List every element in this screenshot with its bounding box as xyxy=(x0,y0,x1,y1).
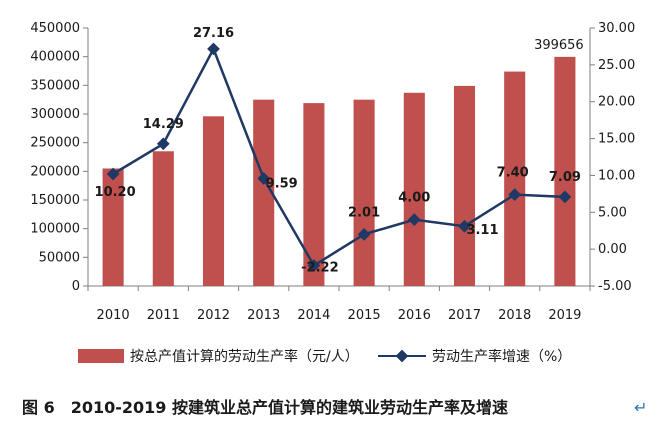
line-data-label: 10.20 xyxy=(95,185,136,200)
y-right-tick-label: 30.00 xyxy=(598,21,635,36)
y-left-tick-label: 400000 xyxy=(30,50,80,65)
line-point xyxy=(307,259,321,272)
legend-line-marker xyxy=(395,349,409,363)
y-left-tick-label: 450000 xyxy=(30,21,80,36)
line-data-label: -2.22 xyxy=(301,261,338,276)
bar-series xyxy=(102,56,576,287)
line-data-label: 9.59 xyxy=(266,176,298,191)
line-data-label: 27.16 xyxy=(193,26,234,41)
bar xyxy=(253,99,275,287)
bar xyxy=(554,56,576,286)
bar xyxy=(152,151,174,286)
y-right-tick-label: 25.00 xyxy=(598,58,635,73)
line-point xyxy=(207,42,220,56)
x-tick-label: 2019 xyxy=(548,308,581,323)
y-left-tick-label: 250000 xyxy=(30,136,80,151)
bar xyxy=(353,99,375,287)
y-left-tick-label: 0 xyxy=(72,279,80,294)
y-left-tick-label: 200000 xyxy=(30,164,80,179)
x-tick-label: 2010 xyxy=(97,308,130,323)
y-right-tick-label: 20.00 xyxy=(598,95,635,110)
y-right-tick-label: 0.00 xyxy=(598,242,627,257)
x-tick-label: 2013 xyxy=(247,308,280,323)
line-point xyxy=(407,213,421,227)
line-point xyxy=(257,172,271,185)
line-point xyxy=(458,219,471,233)
x-tick-label: 2018 xyxy=(498,308,531,323)
x-tick-label: 2016 xyxy=(398,308,431,323)
x-tick-label: 2017 xyxy=(448,308,481,323)
bar xyxy=(202,116,225,286)
x-tick-label: 2011 xyxy=(147,308,180,323)
line-point xyxy=(156,137,170,151)
bar xyxy=(504,71,526,286)
y-right-tick-label: -5.00 xyxy=(598,279,632,294)
y-left-tick-label: 150000 xyxy=(30,193,80,208)
bar-data-label: 399656 xyxy=(534,38,584,53)
line-data-label: 3.11 xyxy=(466,223,498,238)
chart-axes: 0 50000 100000 150000 200000 250000 300000 3500… xyxy=(30,21,635,323)
bar xyxy=(403,92,425,286)
y-right-tick-label: 15.00 xyxy=(598,132,635,147)
x-tick-label: 2012 xyxy=(197,308,230,323)
legend: 按总产值计算的劳动生产率（元/人） 劳动生产率增速（%） xyxy=(78,348,571,365)
legend-bar-label: 按总产值计算的劳动生产率（元/人） xyxy=(130,348,359,365)
paragraph-mark-icon: ↵ xyxy=(634,398,647,417)
legend-bar-swatch xyxy=(78,349,124,363)
series-line xyxy=(112,45,565,268)
y-left-tick-label: 300000 xyxy=(30,107,80,122)
line-data-label: 7.09 xyxy=(549,170,581,185)
y-left-tick-label: 350000 xyxy=(30,78,80,93)
y-left-tick-label: 100000 xyxy=(30,222,80,237)
bar xyxy=(303,103,325,287)
x-tick-label: 2014 xyxy=(297,308,330,323)
y-left-tick-label: 50000 xyxy=(39,250,80,265)
y-right-tick-label: 5.00 xyxy=(598,205,627,220)
bar xyxy=(453,85,476,286)
figure-caption: 图 6 2010-2019 按建筑业总产值计算的建筑业劳动生产率及增速 xyxy=(22,398,508,417)
x-tick-label: 2015 xyxy=(348,308,381,323)
bar xyxy=(102,168,124,286)
line-point xyxy=(357,227,371,241)
line-data-label: 14.29 xyxy=(143,117,184,132)
data-labels: 10.20 14.29 27.16 9.59 -2.22 2.01 4.00 3.11 7.40… xyxy=(95,26,584,276)
line-point xyxy=(106,167,120,181)
y-right-tick-label: 10.00 xyxy=(598,168,635,183)
line-data-label: 7.40 xyxy=(497,166,529,181)
line-data-label: 2.01 xyxy=(348,205,380,220)
legend-line-label: 劳动生产率增速（%） xyxy=(432,348,571,365)
line-series xyxy=(106,42,572,272)
line-data-label: 4.00 xyxy=(398,191,430,206)
